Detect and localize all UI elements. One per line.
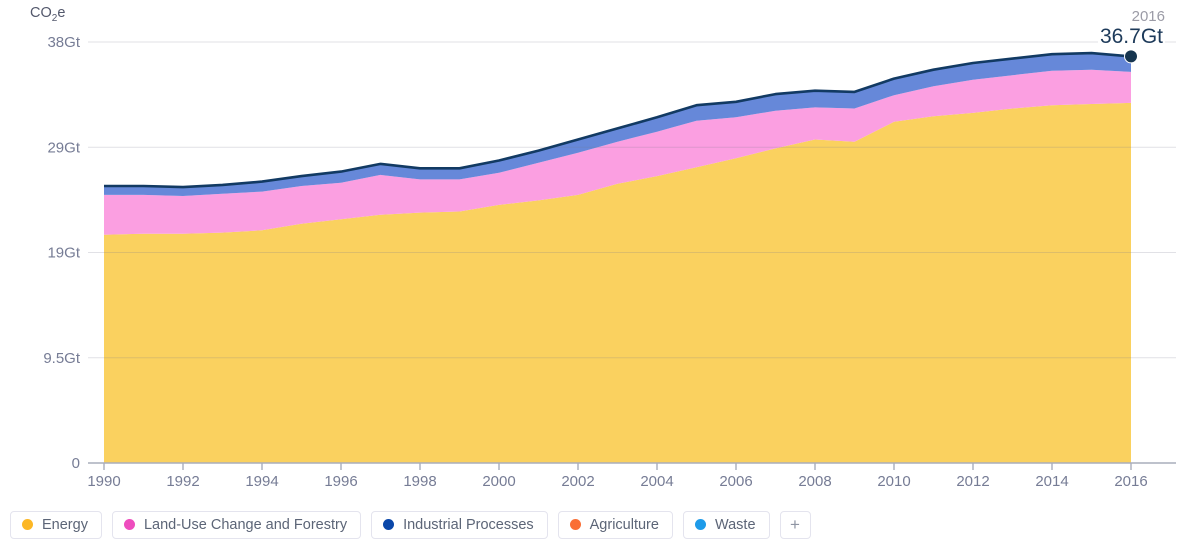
- annotation-year: 2016: [1131, 8, 1165, 25]
- y-tick-label-29Gt: 29Gt: [47, 139, 80, 156]
- x-tick-label-2004: 2004: [640, 473, 673, 490]
- x-tick-label-2012: 2012: [956, 473, 989, 490]
- legend-color-dot: [123, 519, 135, 530]
- x-tick-label-1994: 1994: [245, 473, 278, 490]
- add-series-button[interactable]: +: [779, 511, 811, 539]
- legend-item-label: Energy: [42, 516, 88, 533]
- x-tick-label-1998: 1998: [403, 473, 436, 490]
- area-industrial-processes: [104, 53, 1131, 196]
- area-land-use-change-and-forestry: [104, 69, 1131, 235]
- legend-color-dot: [383, 519, 395, 530]
- x-tick-label-2000: 2000: [482, 473, 515, 490]
- y-tick-label-0: 0: [72, 455, 80, 472]
- legend-item-label: Industrial Processes: [403, 516, 534, 533]
- legend-item-label: Land-Use Change and Forestry: [143, 516, 348, 533]
- x-tick-label-2014: 2014: [1035, 473, 1068, 490]
- y-tick-label-38Gt: 38Gt: [47, 34, 80, 51]
- x-tick-label-1996: 1996: [324, 473, 357, 490]
- chart-legend: Energy Land-Use Change and Forestry Indust…: [10, 511, 811, 539]
- legend-color-dot: [569, 519, 581, 530]
- x-tick-label-2010: 2010: [877, 473, 910, 490]
- emissions-chart-panel: CO2e 1990 1992 1994 1996 1998 2000 2002 2004 200…: [10, 5, 1176, 539]
- legend-item-land-use-change-and-forestry[interactable]: Land-Use Change and Forestry: [111, 511, 362, 539]
- legend-item-industrial-processes[interactable]: Industrial Processes: [371, 511, 548, 539]
- legend-item-waste[interactable]: Waste: [682, 511, 770, 539]
- legend-color-dot: [694, 519, 706, 530]
- y-tick-label-19Gt: 19Gt: [47, 245, 80, 262]
- x-tick-label-1992: 1992: [166, 473, 199, 490]
- x-tick-label-2002: 2002: [561, 473, 594, 490]
- legend-item-energy[interactable]: Energy: [10, 511, 102, 539]
- x-tick-label-2016: 2016: [1114, 473, 1147, 490]
- annotation-value: 36.7Gt: [1097, 25, 1165, 50]
- legend-item-label: Agriculture: [589, 516, 659, 533]
- legend-color-dot: [22, 519, 33, 530]
- legend-item-label: Waste: [714, 516, 756, 533]
- area-energy: [104, 102, 1131, 464]
- legend-item-agriculture[interactable]: Agriculture: [557, 511, 673, 539]
- x-tick-label-2006: 2006: [719, 473, 752, 490]
- total-emissions-line: [104, 51, 1132, 189]
- y-axis-unit-label: CO2e: [30, 5, 66, 24]
- x-tick-label-2008: 2008: [798, 473, 831, 490]
- stacked-area-chart: 1990 1992 1994 1996 1998 2000 2002 2004 2006 2008…: [43, 34, 1176, 490]
- latest-value-annotation: 2016 36.7Gt: [1097, 8, 1165, 50]
- end-point-dot: [1124, 49, 1138, 64]
- y-tick-label-9.5Gt: 9.5Gt: [43, 350, 81, 367]
- x-tick-label-1990: 1990: [87, 473, 120, 490]
